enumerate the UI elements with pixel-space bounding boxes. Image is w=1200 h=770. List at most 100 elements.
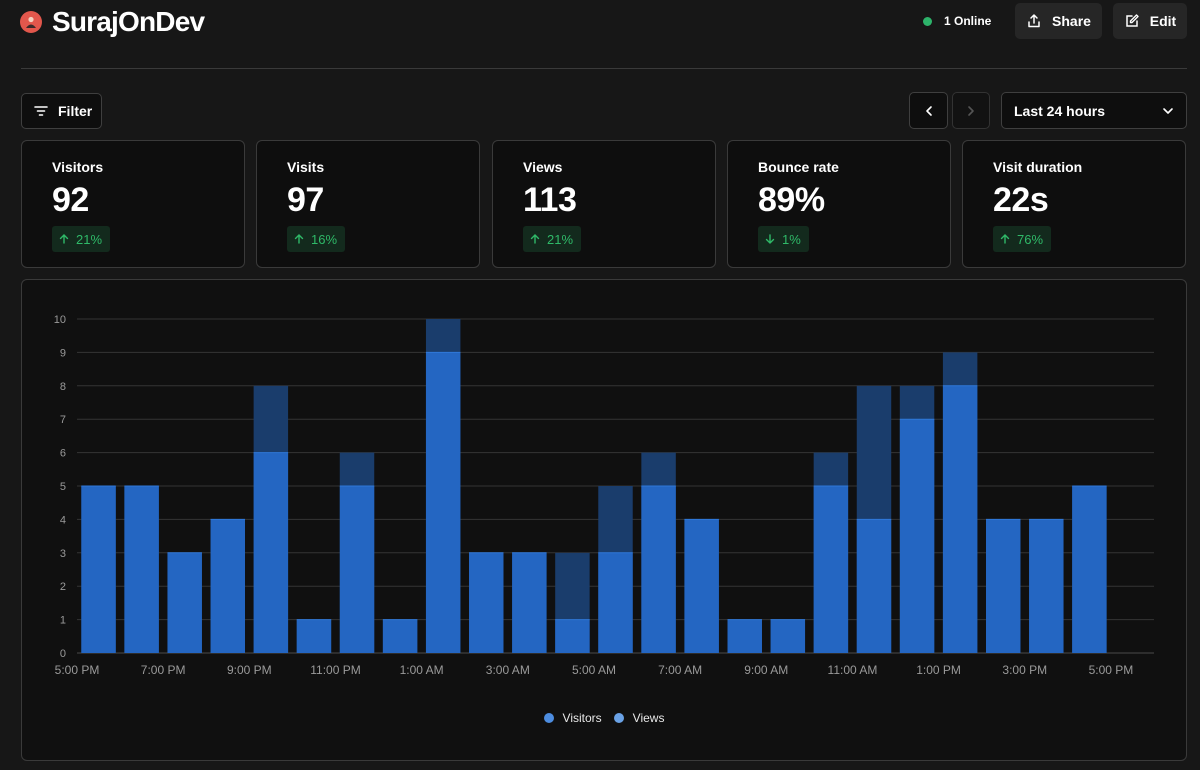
bar-visitors bbox=[210, 519, 246, 653]
y-tick-label: 4 bbox=[60, 514, 66, 526]
metric-change-badge: 16% bbox=[287, 226, 346, 252]
chevron-left-icon bbox=[925, 105, 932, 116]
metric-change-badge: 1% bbox=[758, 226, 809, 252]
next-period-button[interactable] bbox=[952, 92, 990, 129]
bar-visitors bbox=[727, 619, 762, 653]
bar-visitors bbox=[1029, 519, 1064, 653]
bar-visitors bbox=[555, 619, 590, 653]
bar-visitors bbox=[856, 519, 892, 653]
metric-value: 97 bbox=[287, 181, 324, 219]
legend-swatch-visitors bbox=[543, 713, 554, 723]
site-title: SurajOnDev bbox=[52, 6, 205, 37]
bar-visitors bbox=[425, 352, 461, 653]
share-button[interactable]: Share bbox=[1015, 3, 1102, 39]
traffic-chart-panel: 0 1 2 3 4 5 6 7 8 9 10 5:00 PM 7:00 PM 9:00 PM 11:00 P… bbox=[21, 279, 1187, 761]
x-tick-label: 9:00 PM bbox=[227, 663, 272, 677]
y-tick-label: 2 bbox=[60, 581, 66, 593]
date-range-select[interactable]: Last 24 hours bbox=[1001, 92, 1187, 129]
metric-label: Visitors bbox=[52, 159, 104, 175]
bar-visitors bbox=[81, 486, 116, 653]
bar-visitors bbox=[899, 419, 935, 653]
bar-visitors bbox=[512, 552, 547, 653]
metric-change-badge: 76% bbox=[993, 226, 1052, 252]
filter-label: Filter bbox=[58, 103, 93, 119]
metric-change-badge: 21% bbox=[523, 226, 582, 252]
metric-card-visit-duration[interactable]: Visit duration 22s 76% bbox=[962, 140, 1186, 268]
metric-value: 89% bbox=[758, 181, 825, 219]
site-logo[interactable]: SurajOnDev bbox=[20, 6, 205, 38]
metric-card-bounce-rate[interactable]: Bounce rate 89% 1% bbox=[727, 140, 951, 268]
metric-card-views[interactable]: Views 113 21% bbox=[492, 140, 716, 268]
y-tick-label: 10 bbox=[54, 314, 66, 326]
filter-button[interactable]: Filter bbox=[21, 93, 102, 129]
bar-visitors bbox=[598, 552, 633, 653]
legend-label: Views bbox=[632, 711, 665, 725]
x-tick-label: 5:00 PM bbox=[55, 663, 100, 677]
bar-visitors bbox=[942, 385, 978, 653]
date-range-value: Last 24 hours bbox=[1014, 102, 1106, 119]
metric-card-visitors[interactable]: Visitors 92 21% bbox=[21, 140, 245, 268]
x-tick-label: 11:00 AM bbox=[828, 663, 878, 677]
arrow-up-icon bbox=[59, 234, 69, 244]
y-tick-label: 5 bbox=[60, 481, 66, 493]
previous-period-button[interactable] bbox=[909, 92, 948, 129]
bar-visitors bbox=[296, 619, 332, 653]
bar-visitors bbox=[469, 552, 504, 653]
legend-swatch-views bbox=[613, 713, 624, 723]
metric-change: 76% bbox=[1017, 231, 1044, 247]
bar-visitors bbox=[167, 552, 202, 653]
arrow-up-icon bbox=[1000, 234, 1010, 244]
legend-item-views[interactable]: Views bbox=[613, 711, 665, 725]
bar-visitors bbox=[339, 486, 375, 653]
filter-icon bbox=[34, 106, 48, 116]
legend-label: Visitors bbox=[562, 711, 602, 725]
y-tick-label: 9 bbox=[60, 347, 66, 359]
y-tick-label: 8 bbox=[60, 381, 66, 393]
x-tick-label: 7:00 PM bbox=[141, 663, 186, 677]
bar-visitors bbox=[985, 519, 1021, 653]
avatar bbox=[20, 11, 42, 33]
y-tick-label: 1 bbox=[60, 615, 66, 627]
traffic-chart: 0 1 2 3 4 5 6 7 8 9 10 5:00 PM 7:00 PM 9:00 PM 11:00 P… bbox=[54, 314, 1154, 677]
metric-label: Bounce rate bbox=[758, 159, 839, 175]
bar-visitors bbox=[770, 619, 806, 653]
metric-change: 21% bbox=[76, 231, 103, 247]
y-tick-label: 0 bbox=[60, 648, 66, 660]
edit-icon bbox=[1126, 14, 1139, 27]
chart-legend: Visitors Views bbox=[22, 711, 1186, 725]
y-tick-label: 6 bbox=[60, 448, 66, 460]
bar-visitors bbox=[1072, 486, 1107, 653]
bar-visitors bbox=[813, 486, 849, 653]
online-count: 1 Online bbox=[944, 14, 992, 28]
arrow-up-icon bbox=[294, 234, 304, 244]
x-tick-label: 1:00 PM bbox=[916, 663, 961, 677]
metric-change-badge: 21% bbox=[52, 226, 111, 252]
metric-change: 16% bbox=[311, 231, 338, 247]
edit-button[interactable]: Edit bbox=[1113, 3, 1187, 39]
metric-label: Visit duration bbox=[993, 159, 1083, 175]
y-tick-label: 7 bbox=[60, 414, 66, 426]
x-tick-label: 3:00 PM bbox=[1002, 663, 1047, 677]
online-indicator: 1 Online bbox=[923, 14, 991, 28]
x-tick-label: 5:00 AM bbox=[572, 663, 616, 677]
bar-visitors bbox=[124, 486, 159, 653]
y-tick-label: 3 bbox=[60, 548, 66, 560]
x-tick-label: 11:00 PM bbox=[310, 663, 360, 677]
chevron-right-icon bbox=[968, 105, 974, 116]
metric-value: 22s bbox=[993, 181, 1049, 219]
bar-visitors bbox=[253, 452, 289, 653]
header-divider bbox=[21, 68, 1187, 69]
chevron-down-icon bbox=[1163, 107, 1173, 114]
metric-label: Visits bbox=[287, 159, 325, 175]
metric-card-visits[interactable]: Visits 97 16% bbox=[256, 140, 480, 268]
x-tick-label: 9:00 AM bbox=[744, 663, 788, 677]
edit-label: Edit bbox=[1149, 13, 1177, 29]
bar-visitors bbox=[382, 619, 418, 653]
bar-visitors bbox=[641, 486, 676, 653]
x-tick-label: 1:00 AM bbox=[400, 663, 444, 677]
metric-change: 1% bbox=[782, 231, 801, 247]
arrow-down-icon bbox=[765, 234, 775, 244]
share-icon bbox=[1028, 14, 1040, 28]
metric-change: 21% bbox=[547, 231, 574, 247]
legend-item-visitors[interactable]: Visitors bbox=[543, 711, 602, 725]
